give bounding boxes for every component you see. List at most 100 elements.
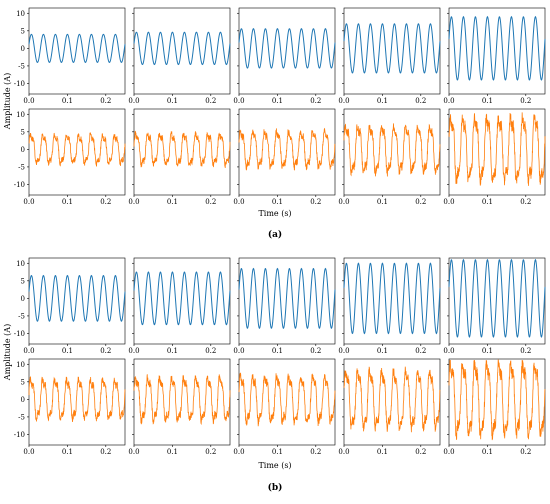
axes-frame xyxy=(448,257,546,345)
y-tick-label: -5 xyxy=(18,413,25,421)
axes-a-bottom-5: 0.0 0.1 0.2 xyxy=(443,108,546,206)
axes-frame xyxy=(238,108,336,196)
x-tick-label: 0.1 xyxy=(272,198,283,206)
clean-signal-line xyxy=(343,23,441,74)
x-tick-label: 0.1 xyxy=(377,347,388,355)
y-tick-label: -5 xyxy=(18,62,25,70)
x-tick-label: 0.1 xyxy=(62,198,73,206)
x-tick-label: 0.1 xyxy=(167,448,178,456)
axes-frame xyxy=(28,7,126,95)
clean-signal-line xyxy=(238,267,336,329)
axes-frame xyxy=(28,108,126,196)
axes-frame xyxy=(238,358,336,446)
x-tick-label: 0.2 xyxy=(205,198,216,206)
x-tick-label: 0.2 xyxy=(310,198,321,206)
axes-b-bottom-2: 0.0 0.1 0.2 xyxy=(128,358,231,456)
x-tick-label: 0.0 xyxy=(338,198,349,206)
x-tick-label: 0.1 xyxy=(167,198,178,206)
noisy-signal-line xyxy=(343,366,441,433)
x-axis-label: Time (s) xyxy=(258,209,291,218)
clean-signal-line xyxy=(133,271,231,326)
x-tick-label: 0.1 xyxy=(167,347,178,355)
clean-signal-line xyxy=(238,28,336,69)
axes-a-top-3: 0.0 0.1 0.2 xyxy=(233,7,336,105)
x-tick-label: 0.0 xyxy=(128,347,139,355)
x-tick-label: 0.1 xyxy=(482,198,493,206)
axes-frame xyxy=(133,7,231,95)
x-tick-label: 0.0 xyxy=(128,448,139,456)
noisy-signal-line xyxy=(238,127,336,171)
y-tick-label: -10 xyxy=(14,80,25,88)
y-tick-label: 5 xyxy=(21,378,25,386)
y-axis-label: Amplitude (A) xyxy=(3,73,12,130)
x-tick-label: 0.0 xyxy=(443,448,454,456)
axes-frame xyxy=(343,257,441,345)
x-tick-label: 0.0 xyxy=(443,198,454,206)
x-tick-label: 0.2 xyxy=(205,448,216,456)
y-tick-label: 0 xyxy=(21,146,25,154)
x-tick-label: 0.1 xyxy=(272,347,283,355)
x-tick-label: 0.2 xyxy=(520,448,531,456)
x-tick-label: 0.2 xyxy=(415,97,426,105)
x-tick-label: 0.0 xyxy=(233,448,244,456)
y-tick-label: -5 xyxy=(18,312,25,320)
y-tick-label: 0 xyxy=(21,295,25,303)
x-axis-label: Time (s) xyxy=(258,461,291,470)
x-tick-label: 0.0 xyxy=(443,347,454,355)
y-tick-label: 5 xyxy=(21,128,25,136)
x-tick-label: 0.2 xyxy=(205,97,216,105)
noisy-signal-line xyxy=(28,132,126,167)
x-tick-label: 0.0 xyxy=(443,97,454,105)
axes-a-bottom-3: 0.0 0.1 0.2 xyxy=(233,108,336,206)
y-tick-label: 5 xyxy=(21,27,25,35)
panel-label: (a) xyxy=(268,229,282,240)
axes-frame xyxy=(238,7,336,95)
y-tick-label: 10 xyxy=(16,260,25,268)
noisy-signal-line xyxy=(238,372,336,427)
clean-signal-line xyxy=(343,262,441,335)
axes-frame xyxy=(133,108,231,196)
x-tick-label: 0.2 xyxy=(520,97,531,105)
axes-b-top-2: 0.0 0.1 0.2 xyxy=(128,257,231,355)
axes-b-top-1: 10 5 0 -5 -10 0.0 0.1 0.2 xyxy=(14,257,126,355)
x-tick-label: 0.0 xyxy=(338,347,349,355)
axes-a-top-4: 0.0 0.1 0.2 xyxy=(338,7,441,105)
x-tick-label: 0.1 xyxy=(62,97,73,105)
y-tick-label: -10 xyxy=(14,330,25,338)
axes-frame xyxy=(238,257,336,345)
noisy-signal-line xyxy=(133,374,231,426)
noisy-signal-line xyxy=(28,375,126,423)
x-tick-label: 0.1 xyxy=(482,448,493,456)
axes-a-bottom-4: 0.0 0.1 0.2 xyxy=(338,108,441,206)
x-tick-label: 0.2 xyxy=(100,97,111,105)
x-tick-label: 0.2 xyxy=(100,347,111,355)
y-tick-label: -10 xyxy=(14,181,25,189)
x-tick-label: 0.0 xyxy=(233,347,244,355)
clean-signal-line xyxy=(28,274,126,322)
y-axis-label: Amplitude (A) xyxy=(3,324,12,381)
x-tick-label: 0.1 xyxy=(482,97,493,105)
x-tick-label: 0.1 xyxy=(377,97,388,105)
clean-signal-line xyxy=(133,31,231,66)
y-tick-label: 10 xyxy=(16,111,25,119)
axes-a-bottom-1: 10 5 0 -5 -10 0.0 0.1 0.2 xyxy=(14,108,126,206)
y-tick-label: 0 xyxy=(21,396,25,404)
x-tick-label: 0.0 xyxy=(23,97,34,105)
clean-signal-line xyxy=(28,33,126,63)
x-tick-label: 0.0 xyxy=(23,198,34,206)
x-tick-label: 0.1 xyxy=(377,448,388,456)
axes-a-top-2: 0.0 0.1 0.2 xyxy=(128,7,231,105)
x-tick-label: 0.1 xyxy=(272,97,283,105)
y-tick-label: 10 xyxy=(16,10,25,18)
axes-b-top-3: 0.0 0.1 0.2 xyxy=(233,257,336,355)
axes-frame xyxy=(448,358,546,446)
noisy-signal-line xyxy=(343,123,441,177)
axes-b-bottom-1: 10 5 0 -5 -10 0.0 0.1 0.2 xyxy=(14,358,126,456)
noisy-signal-line xyxy=(448,359,546,441)
axes-frame xyxy=(28,257,126,345)
axes-frame xyxy=(28,358,126,446)
x-tick-label: 0.0 xyxy=(338,97,349,105)
x-tick-label: 0.2 xyxy=(415,448,426,456)
y-tick-label: 10 xyxy=(16,361,25,369)
